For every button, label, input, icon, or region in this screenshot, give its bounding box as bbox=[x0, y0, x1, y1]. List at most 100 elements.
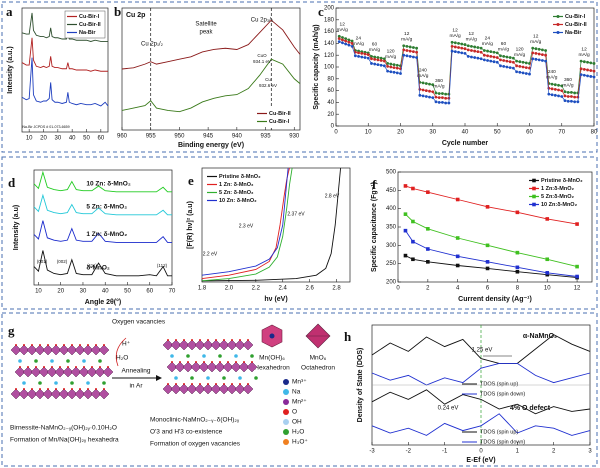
marker bbox=[495, 56, 499, 59]
annotation: 2.3 eV bbox=[239, 223, 254, 229]
rate-label: mA/g bbox=[498, 47, 510, 53]
x-tick-label: 10 bbox=[544, 286, 551, 292]
marker bbox=[418, 93, 422, 97]
marker bbox=[573, 95, 577, 99]
annotation: 932.6 eV bbox=[259, 83, 277, 88]
marker bbox=[524, 66, 528, 69]
marker bbox=[457, 42, 460, 45]
atom bbox=[239, 339, 241, 341]
octahedron bbox=[246, 361, 258, 373]
octahedron bbox=[194, 383, 206, 395]
marker bbox=[482, 53, 486, 57]
octahedron bbox=[18, 344, 30, 356]
atom bbox=[79, 344, 81, 346]
rate-label: mA/g bbox=[546, 74, 558, 80]
marker bbox=[373, 57, 377, 61]
marker bbox=[479, 46, 483, 50]
annotation: H⁺ bbox=[122, 341, 131, 348]
octahedron bbox=[78, 366, 90, 378]
marker bbox=[428, 89, 431, 93]
marker bbox=[463, 52, 467, 55]
marker bbox=[550, 82, 554, 86]
marker bbox=[415, 46, 419, 50]
annotation: α-NaMnO₂ bbox=[523, 333, 557, 340]
legend-marker bbox=[556, 15, 560, 18]
marker bbox=[541, 59, 544, 62]
panel-label: f bbox=[372, 177, 377, 192]
y-axis-label: Intensity (a.u) bbox=[13, 205, 20, 251]
atom bbox=[67, 366, 69, 368]
marker bbox=[470, 55, 473, 59]
marker bbox=[395, 66, 399, 70]
legend-swatch bbox=[283, 389, 289, 395]
octahedron bbox=[162, 383, 174, 395]
y-tick-label: 300 bbox=[386, 243, 397, 249]
marker bbox=[455, 263, 460, 268]
atom bbox=[215, 383, 217, 385]
octahedron bbox=[98, 344, 110, 356]
annotation: 4% O defect bbox=[510, 405, 551, 412]
marker bbox=[447, 101, 451, 105]
x-tick-label: 2.4 bbox=[279, 286, 288, 292]
rate-label: mA/g bbox=[578, 52, 590, 58]
legend-marker bbox=[532, 186, 536, 191]
atom bbox=[218, 354, 222, 358]
marker bbox=[460, 42, 464, 46]
atom bbox=[87, 344, 89, 346]
plot-frame bbox=[201, 167, 351, 283]
marker bbox=[592, 62, 596, 65]
polyhedron-formula: Mn(OH)₆ bbox=[259, 355, 285, 362]
marker bbox=[379, 63, 383, 67]
rate-label: mA/g bbox=[466, 37, 478, 43]
marker bbox=[550, 87, 554, 91]
annotation: Annealing bbox=[122, 368, 151, 375]
marker bbox=[511, 66, 515, 70]
panel-label: e bbox=[188, 173, 194, 188]
marker bbox=[485, 243, 490, 248]
series-line bbox=[405, 185, 578, 225]
x-tick-label: 30 bbox=[80, 289, 87, 295]
marker bbox=[575, 274, 579, 279]
legend-label: 5 Zn: δ-MnO₂ bbox=[219, 190, 254, 196]
rate-label: 60 bbox=[372, 42, 378, 48]
marker bbox=[537, 58, 541, 62]
marker bbox=[518, 70, 522, 74]
annotation: H₂O bbox=[116, 355, 128, 362]
marker bbox=[426, 260, 430, 264]
marker bbox=[408, 45, 412, 49]
rate-label: 12 bbox=[404, 31, 410, 37]
marker bbox=[460, 46, 464, 50]
y-tick-label: 160 bbox=[324, 29, 335, 35]
octahedron bbox=[70, 366, 82, 378]
marker bbox=[402, 48, 406, 52]
marker bbox=[531, 51, 535, 55]
octahedron bbox=[26, 388, 38, 400]
atom bbox=[54, 381, 58, 385]
chart: e 1.8 2.0 2.2 2.4 2.6 2.8 hν (eV) [F(R) hν]² (a.… bbox=[187, 167, 351, 303]
rate-label: mA/g bbox=[482, 41, 494, 47]
x-tick-label: 40 bbox=[102, 289, 109, 295]
series-label: 5 Zn: δ-MnO₂ bbox=[86, 204, 127, 211]
marker bbox=[515, 59, 518, 63]
rate-label: 12 bbox=[340, 22, 346, 28]
annotation: Oxygen vacancies bbox=[112, 319, 166, 326]
octahedron bbox=[86, 366, 98, 378]
marker bbox=[531, 57, 535, 61]
atom bbox=[227, 361, 229, 363]
series-label: δ-MnO₂ bbox=[86, 265, 110, 272]
series-line bbox=[201, 167, 342, 282]
atom bbox=[95, 344, 97, 346]
marker bbox=[353, 54, 357, 58]
y-axis-label: [F(R) hν]² (a.u) bbox=[187, 201, 194, 249]
x-tick-label: 50 bbox=[124, 289, 131, 295]
legend-label: 5 Zn:δ-MnO₂ bbox=[541, 194, 575, 200]
marker bbox=[485, 260, 490, 264]
marker bbox=[573, 100, 577, 104]
marker bbox=[489, 59, 493, 63]
y-tick-label: 140 bbox=[324, 41, 335, 47]
legend-label: H₃O⁺ bbox=[292, 439, 308, 446]
chart: d 10 20 30 40 50 60 70 Angle 2θ(°) Intensity (a.u… bbox=[8, 169, 176, 306]
octahedron bbox=[206, 361, 218, 373]
rate-label: 24 bbox=[485, 36, 491, 42]
atom bbox=[95, 388, 97, 390]
